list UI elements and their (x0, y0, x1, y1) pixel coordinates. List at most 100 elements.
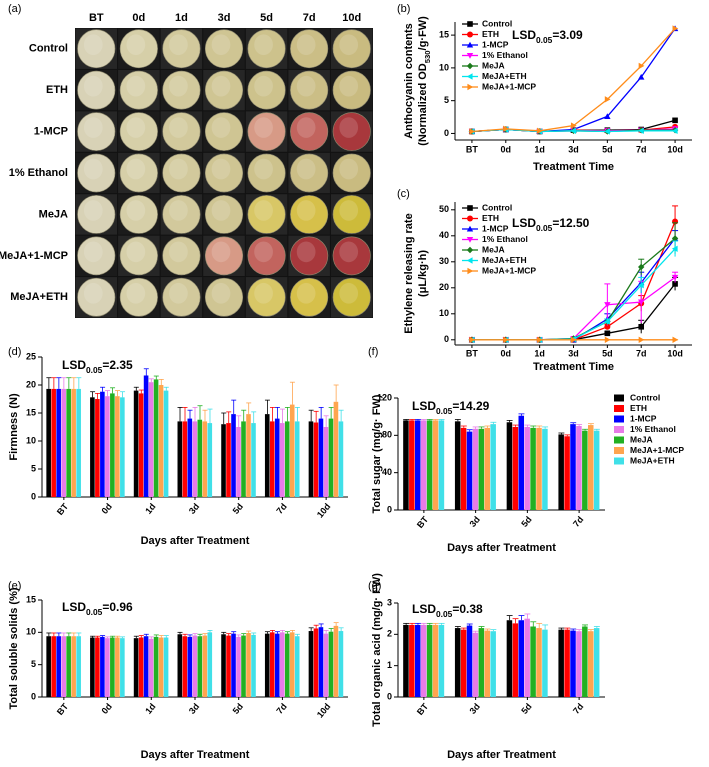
bar (570, 630, 576, 697)
legend-label: MeJA (630, 434, 653, 444)
bar (587, 425, 594, 510)
marker (466, 52, 474, 59)
y-tick-label: 15 (26, 407, 36, 417)
fruit-highlight (83, 117, 103, 138)
x-tick-label: 7d (636, 144, 647, 154)
y-axis-label: Total organic acid (mg/g· FW) (371, 573, 383, 727)
fruit-photo (162, 112, 201, 151)
bar (187, 418, 193, 497)
bar (506, 422, 513, 510)
x-tick-label: BT (415, 514, 431, 530)
bar (593, 430, 600, 510)
fruit-photo (77, 29, 116, 69)
y-tick-label: 30 (439, 256, 449, 266)
fruit-photo (247, 112, 286, 151)
fruit-photo (162, 236, 201, 276)
marker (466, 236, 474, 243)
bar (143, 375, 149, 497)
marker (570, 122, 577, 129)
legend-label: MeJA+1-MCP (630, 445, 684, 455)
fruit-highlight (211, 282, 231, 304)
bar (269, 421, 275, 497)
bar (328, 631, 334, 697)
bar (313, 422, 319, 497)
x-tick-label: 7d (636, 348, 647, 358)
fruit-photo (204, 236, 244, 276)
y-tick-label: 80 (382, 430, 392, 440)
marker (466, 246, 474, 254)
bar (90, 397, 95, 497)
text-part: =12.50 (552, 216, 589, 230)
fruit-photo (77, 195, 116, 234)
bar (76, 388, 81, 497)
bar (542, 629, 548, 697)
series-line (471, 276, 676, 341)
bar (95, 399, 100, 497)
marker (672, 25, 679, 32)
marker (671, 245, 678, 252)
x-tick-label: BT (55, 701, 71, 717)
fruit-photo (332, 236, 371, 276)
fruit-photo (119, 277, 158, 317)
bar (251, 634, 256, 697)
fruit-highlight (339, 200, 359, 221)
fruit-highlight (339, 75, 359, 97)
y-tick-label: 0 (444, 128, 449, 138)
bar (274, 418, 280, 497)
bar (403, 624, 409, 697)
text-part: 0.05 (86, 365, 103, 375)
x-axis-label: Days after Treatment (447, 542, 556, 554)
text-part: =2.35 (102, 358, 133, 372)
fruit-highlight (254, 241, 273, 263)
bar (231, 414, 236, 497)
bar (294, 421, 300, 497)
bar (148, 382, 154, 497)
text-part: =3.09 (552, 28, 583, 42)
fruit-photo (77, 236, 116, 276)
text-part: 0.05 (536, 35, 553, 45)
bar (328, 418, 334, 497)
bar (323, 633, 329, 697)
fruit-photo (204, 277, 244, 317)
y-tick-label: 10 (439, 62, 449, 72)
y-tick-label: 1 (387, 660, 392, 670)
fruit-photo (290, 29, 329, 69)
bar (484, 630, 491, 697)
fruit-photo (332, 70, 371, 110)
fruit-highlight (83, 282, 103, 304)
x-tick-label: 3d (568, 144, 579, 154)
text-part: 0.05 (536, 223, 553, 233)
bar (153, 379, 159, 497)
legend-swatch (614, 394, 624, 402)
fruit-highlight (126, 200, 146, 221)
y-tick-label: 15 (26, 594, 36, 604)
panel-label: (b) (397, 3, 410, 15)
bar (95, 637, 100, 697)
x-tick-label: 10d (667, 144, 683, 154)
x-tick-label: 7d (571, 701, 585, 715)
bar (51, 636, 56, 697)
annotation: LSD0.05=12.50 (512, 216, 590, 233)
bar (105, 396, 110, 497)
row-label: 1% Ethanol (9, 167, 68, 179)
bar (593, 628, 600, 697)
fruit-highlight (126, 241, 146, 263)
annotation: LSD0.05=14.29 (412, 399, 490, 416)
bar (158, 385, 164, 497)
bar (51, 388, 56, 497)
bar (76, 636, 81, 697)
fruit-photo (332, 277, 371, 317)
x-axis-label: Treatment Time (533, 361, 614, 373)
bar (90, 637, 95, 697)
x-tick-label: 1d (534, 144, 545, 154)
bar (133, 638, 139, 697)
marker (638, 299, 645, 306)
row-label: MeJA+ETH (10, 291, 68, 303)
marker (467, 83, 474, 91)
legend-label: Control (482, 202, 512, 212)
bar (420, 624, 427, 697)
legend-label: MeJA+1-MCP (482, 81, 536, 91)
text-part: LSD (412, 602, 436, 616)
fruit-photo (290, 112, 329, 151)
